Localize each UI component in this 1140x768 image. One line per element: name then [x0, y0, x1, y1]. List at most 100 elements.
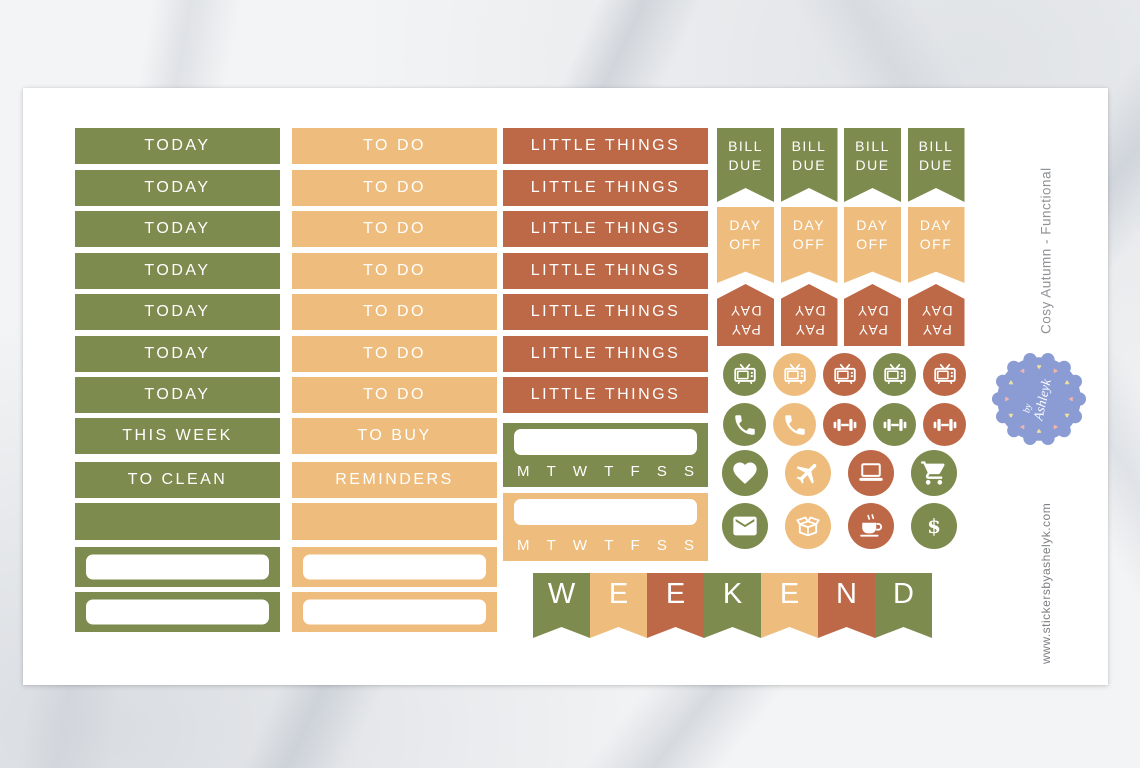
flag-label-line: BILL: [728, 138, 763, 154]
flag-label-line: DAY: [919, 217, 953, 233]
sticker-todo-writein: [292, 592, 497, 632]
flag-label-line: DAY: [792, 217, 826, 233]
weekend-letter: E: [665, 578, 686, 610]
writein-field: [86, 554, 269, 580]
flag-label-line: OFF: [919, 235, 953, 252]
heart-icon: ♥: [1006, 379, 1016, 388]
sticker-sheet: TODAY TODAY TODAY TODAY TODAY TODAY TODAY THIS …: [23, 88, 1108, 685]
heart-icon: ♥: [1036, 427, 1041, 436]
writein-field: [303, 554, 486, 580]
dumbbell-icon: [873, 403, 916, 446]
website-url: www.stickersbyashelyk.com: [1039, 502, 1053, 664]
flag-label-line: OFF: [856, 235, 889, 252]
weekday-letter: F: [630, 537, 640, 554]
sticker-todo-header: TO DO: [292, 252, 497, 289]
collection-title: Cosy Autumn - Functional: [1038, 167, 1054, 335]
weekday-letter: T: [546, 537, 556, 554]
flag-label-line: DUE: [918, 156, 954, 173]
heart-icon: ♥: [1067, 397, 1076, 402]
flag-label-line: DUE: [728, 156, 763, 173]
weekend-letter: N: [836, 578, 857, 610]
sticker-todo-header: TO DO: [292, 335, 497, 372]
sticker-today-header: TODAY: [75, 128, 280, 164]
dollar-icon: $: [911, 503, 957, 549]
sticker-todo-writein: [292, 547, 497, 587]
weekend-letter: E: [608, 578, 629, 610]
flag-label-line: DAY: [919, 303, 953, 320]
sticker-today-header: TODAY: [75, 377, 280, 413]
weekend-letter: E: [779, 578, 800, 610]
weekday-letter: S: [683, 537, 694, 554]
weekday-letter: W: [572, 463, 588, 480]
flag-label-line: DAY: [729, 217, 762, 233]
weekend-letter: D: [893, 578, 914, 610]
badge-prefix: by: [1021, 402, 1034, 414]
flag-label: PAY DAY: [717, 284, 774, 346]
weekend-banner-flag: E: [761, 573, 818, 638]
heart-icon: ♥: [1019, 366, 1028, 376]
flag-label-line: DAY: [729, 303, 762, 320]
flag-label-line: DAY: [792, 303, 826, 320]
heart-icon: ♥: [1037, 362, 1042, 371]
flag-label-line: BILL: [855, 138, 890, 154]
weekend-banner-flag: W: [533, 573, 590, 638]
sticker-little-things-header: LITTLE THINGS: [503, 128, 708, 164]
sticker-flag-pay-day: PAY DAY: [780, 284, 838, 346]
weekday-letter: S: [683, 463, 694, 480]
sticker-little-things-header: LITTLE THINGS: [503, 335, 708, 372]
dumbbell-icon: [923, 403, 966, 446]
flag-label-line: DAY: [856, 303, 889, 320]
heart-icon: ♥: [1062, 379, 1072, 388]
flag-label-line: DUE: [855, 156, 890, 173]
writein-field: [86, 599, 269, 625]
sticker-little-things-header: LITTLE THINGS: [503, 294, 708, 330]
sticker-today-header: TODAY: [75, 252, 280, 289]
sticker-todo-header: REMINDERS: [292, 462, 497, 498]
weekday-letter: M: [517, 463, 530, 480]
sticker-flag-pay-day: PAY DAY: [717, 284, 774, 346]
sticker-flag-bill-due: BILL DUE: [717, 128, 774, 202]
flag-label-line: BILL: [791, 138, 827, 154]
sticker-flag-bill-due: BILL DUE: [907, 128, 965, 202]
box-icon: [785, 503, 831, 549]
sticker-flag-day-off: DAY OFF: [717, 207, 774, 283]
writein-field: [514, 429, 697, 455]
sticker-little-things-header: LITTLE THINGS: [503, 211, 708, 247]
weekend-banner-flag: D: [875, 573, 932, 638]
heart-icon: ♥: [1002, 396, 1011, 401]
flag-label: DAY OFF: [908, 207, 965, 283]
flag-label-line: PAY: [920, 322, 952, 338]
weekday-letter: F: [630, 463, 640, 480]
flag-label: DAY OFF: [781, 207, 838, 283]
sticker-todo-header: TO BUY: [292, 418, 497, 454]
tv-icon: [723, 353, 766, 396]
sticker-flag-day-off: DAY OFF: [844, 207, 901, 283]
writein-field: [514, 499, 697, 525]
heart-icon: ♥: [1051, 366, 1060, 376]
tv-icon: [923, 353, 966, 396]
flag-label: PAY DAY: [908, 284, 965, 346]
heart-icon: ♥: [1019, 422, 1028, 432]
sticker-todo-header: TO DO: [292, 211, 497, 247]
writein-field: [303, 599, 486, 625]
flag-label: DAY OFF: [844, 207, 901, 283]
weekend-banner-flag: N: [818, 573, 875, 638]
flag-label: DAY OFF: [717, 207, 774, 283]
heart-icon: ♥: [1062, 411, 1072, 420]
weekday-letter: T: [546, 463, 556, 480]
sticker-flag-day-off: DAY OFF: [907, 207, 965, 283]
sticker-todo-header: TO DO: [292, 294, 497, 330]
flag-label: BILL DUE: [717, 128, 774, 202]
flag-label-line: PAY: [793, 322, 825, 338]
sticker-today-header: THIS WEEK: [75, 418, 280, 454]
svg-text:$: $: [927, 514, 941, 538]
sticker-today-blank: [75, 503, 280, 540]
weekday-letter: M: [517, 537, 530, 554]
sticker-today-header: TODAY: [75, 294, 280, 330]
phone-icon: [773, 403, 816, 446]
sticker-todo-header: TO DO: [292, 128, 497, 164]
